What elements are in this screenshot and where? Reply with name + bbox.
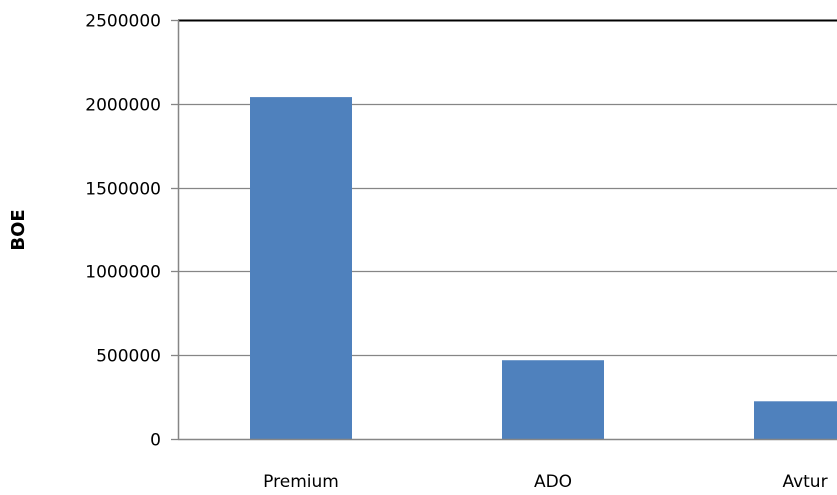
bar-premium <box>250 97 352 439</box>
bar-ado <box>502 360 604 439</box>
y-tick-label: 2500000 <box>85 12 161 32</box>
bars <box>250 97 837 439</box>
y-tick-label: 2000000 <box>85 96 161 116</box>
x-category-label: Avtur <box>782 472 827 492</box>
y-tick-label: 500000 <box>96 347 161 367</box>
x-category-label: Premium <box>263 472 339 492</box>
bar-avtur <box>754 401 837 439</box>
y-tick-label: 0 <box>150 431 161 451</box>
x-category-label: ADO <box>534 472 572 492</box>
y-tick-label: 1000000 <box>85 263 161 283</box>
y-axis-title: BOE <box>8 209 29 250</box>
tick-labels: 0 500000 1000000 1500000 2000000 2500000 Premi… <box>85 12 827 493</box>
y-tick-label: 1500000 <box>85 180 161 200</box>
